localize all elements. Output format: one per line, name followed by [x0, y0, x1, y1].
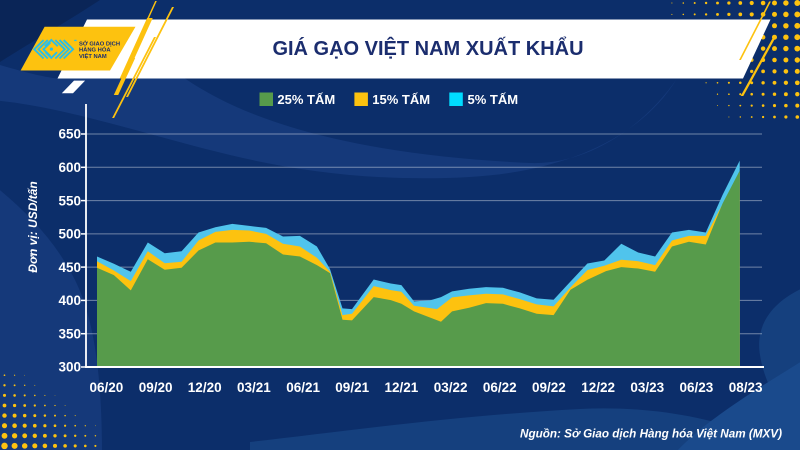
svg-text:HÀNG HÓA: HÀNG HÓA — [79, 46, 111, 54]
svg-text:08/23: 08/23 — [729, 380, 763, 395]
svg-text:06/23: 06/23 — [680, 380, 714, 395]
svg-text:5% TẤM: 5% TẤM — [468, 92, 519, 107]
svg-text:15% TẤM: 15% TẤM — [372, 92, 430, 107]
svg-text:25% TẤM: 25% TẤM — [277, 92, 335, 107]
svg-text:03/21: 03/21 — [237, 380, 271, 395]
svg-text:09/21: 09/21 — [335, 380, 369, 395]
svg-text:450: 450 — [58, 260, 81, 275]
svg-text:03/22: 03/22 — [434, 380, 468, 395]
svg-text:500: 500 — [58, 227, 81, 242]
svg-text:06/20: 06/20 — [90, 380, 124, 395]
svg-text:09/20: 09/20 — [139, 380, 173, 395]
svg-text:12/20: 12/20 — [188, 380, 222, 395]
svg-text:SỞ GIAO DỊCH: SỞ GIAO DỊCH — [79, 40, 120, 47]
svg-text:09/22: 09/22 — [532, 380, 566, 395]
svg-text:Nguồn: Sở Giao dịch Hàng hóa V: Nguồn: Sở Giao dịch Hàng hóa Việt Nam (M… — [520, 428, 782, 441]
svg-text:GIÁ GẠO VIỆT NAM XUẤT KHẨU: GIÁ GẠO VIỆT NAM XUẤT KHẨU — [272, 36, 583, 60]
svg-text:650: 650 — [58, 127, 81, 142]
svg-text:03/23: 03/23 — [630, 380, 664, 395]
svg-text:400: 400 — [58, 293, 81, 308]
svg-text:06/21: 06/21 — [286, 380, 320, 395]
svg-text:VIỆT NAM: VIỆT NAM — [79, 52, 107, 60]
svg-text:600: 600 — [58, 160, 81, 175]
svg-text:550: 550 — [58, 193, 81, 208]
svg-text:12/21: 12/21 — [385, 380, 419, 395]
svg-text:06/22: 06/22 — [483, 380, 517, 395]
svg-text:350: 350 — [58, 326, 81, 341]
svg-text:300: 300 — [58, 360, 81, 375]
svg-text:Đơn vị: USD/tấn: Đơn vị: USD/tấn — [26, 181, 40, 272]
svg-text:12/22: 12/22 — [581, 380, 615, 395]
